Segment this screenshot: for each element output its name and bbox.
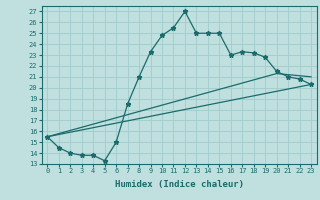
X-axis label: Humidex (Indice chaleur): Humidex (Indice chaleur): [115, 180, 244, 189]
